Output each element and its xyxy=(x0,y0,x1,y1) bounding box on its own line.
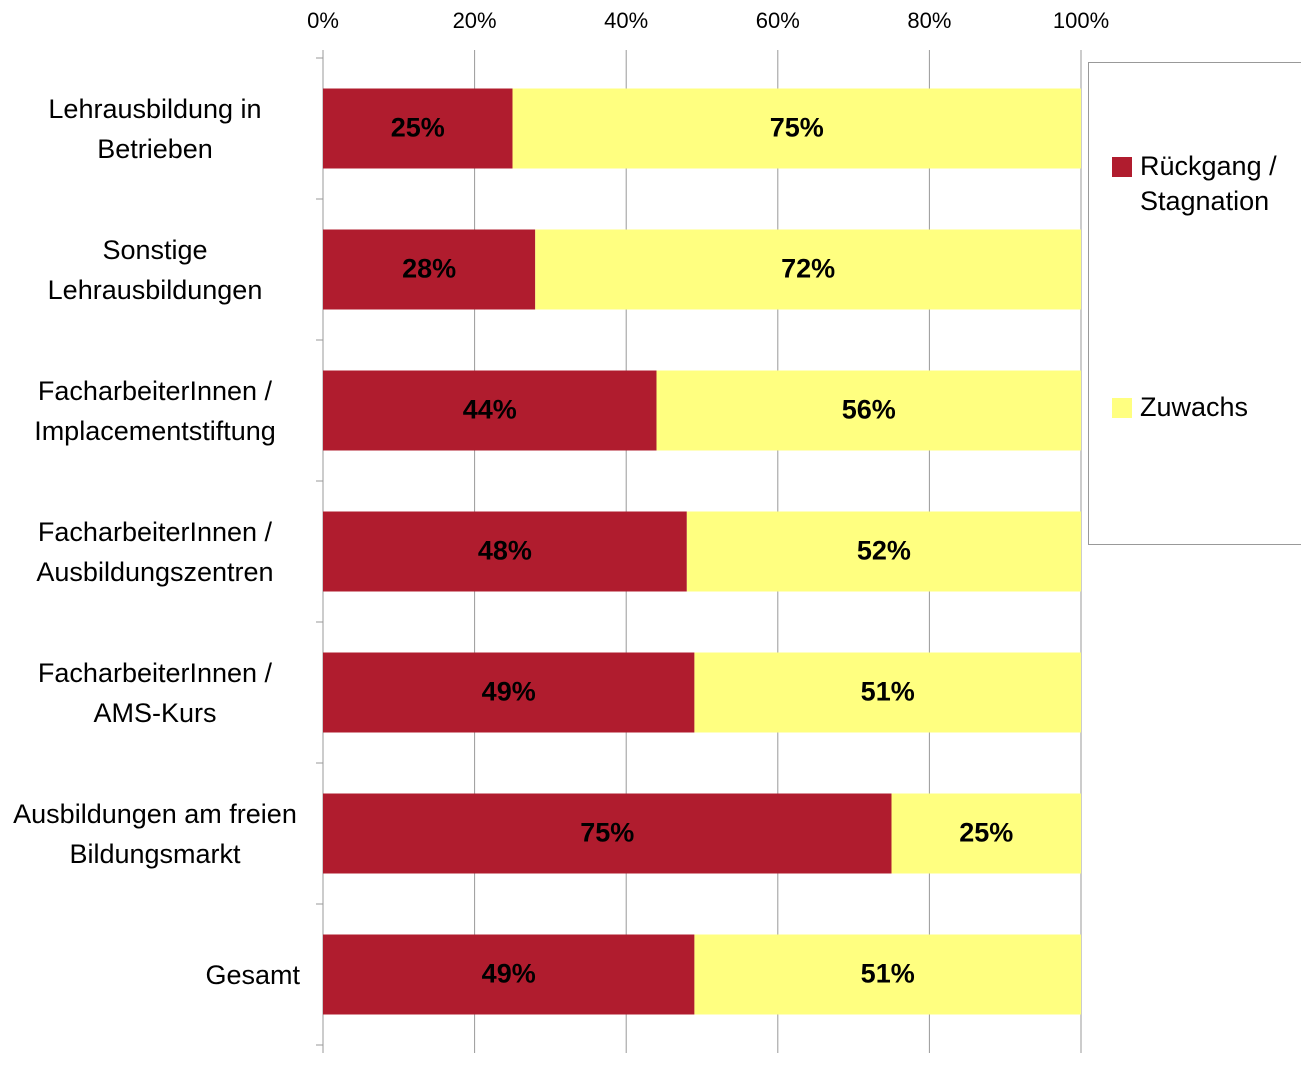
data-label: 28% xyxy=(402,254,456,284)
bar-segment xyxy=(891,793,1081,874)
data-label: 56% xyxy=(842,395,896,425)
x-tick-label: 0% xyxy=(307,8,339,33)
y-tick-label: Sonstige Lehrausbildungen xyxy=(0,225,300,315)
category-label: FacharbeiterInnen / Implacementstiftung xyxy=(34,375,276,446)
bar-segment xyxy=(323,511,687,592)
y-tick-label: Lehrausbildung in Betrieben xyxy=(0,84,300,174)
x-tick-label: 20% xyxy=(453,8,497,33)
category-label: FacharbeiterInnen / AMS-Kurs xyxy=(37,657,273,728)
category-label: Gesamt xyxy=(205,959,300,990)
x-tick-label: 100% xyxy=(1053,8,1109,33)
category-label: FacharbeiterInnen / Ausbildungszentren xyxy=(36,516,274,587)
x-tick-label: 40% xyxy=(604,8,648,33)
data-label: 49% xyxy=(482,959,536,989)
bar-segment xyxy=(323,229,536,310)
y-tick-label: FacharbeiterInnen / Ausbildungszentren xyxy=(0,507,300,597)
data-label: 72% xyxy=(781,254,835,284)
bar-segment xyxy=(323,934,695,1015)
legend-label: Rückgang / Stagnation xyxy=(1140,151,1277,216)
legend-swatch xyxy=(1112,157,1132,177)
bar-segment xyxy=(694,934,1081,1015)
category-label: Lehrausbildung in Betrieben xyxy=(48,93,262,164)
data-label: 25% xyxy=(959,818,1013,848)
legend-swatch xyxy=(1112,398,1132,418)
bar-segment xyxy=(323,793,892,874)
data-label: 51% xyxy=(861,677,915,707)
bar-segment xyxy=(323,88,513,169)
bar-segment xyxy=(656,370,1081,451)
y-tick-label: Gesamt xyxy=(0,930,300,1020)
data-label: 49% xyxy=(482,677,536,707)
bar-segment xyxy=(686,511,1081,592)
x-tick-label: 80% xyxy=(907,8,951,33)
y-tick-label: FacharbeiterInnen / AMS-Kurs xyxy=(0,648,300,738)
data-label: 75% xyxy=(770,113,824,143)
legend-label: Zuwachs xyxy=(1140,392,1249,422)
data-label: 52% xyxy=(857,536,911,566)
legend xyxy=(1088,62,1301,545)
data-label: 25% xyxy=(391,113,445,143)
data-label: 48% xyxy=(478,536,532,566)
bar-segment xyxy=(512,88,1081,169)
category-label: Ausbildungen am freien Bildungsmarkt xyxy=(13,798,297,869)
bar-segment xyxy=(323,370,657,451)
bar-segment xyxy=(694,652,1081,733)
y-tick-label: FacharbeiterInnen / Implacementstiftung xyxy=(0,366,300,456)
data-label: 75% xyxy=(580,818,634,848)
y-tick-label: Ausbildungen am freien Bildungsmarkt xyxy=(0,789,300,879)
data-label: 44% xyxy=(463,395,517,425)
category-label: Sonstige Lehrausbildungen xyxy=(47,234,263,305)
bar-segment xyxy=(535,229,1081,310)
bar-segment xyxy=(323,652,695,733)
data-label: 51% xyxy=(861,959,915,989)
x-tick-label: 60% xyxy=(756,8,800,33)
